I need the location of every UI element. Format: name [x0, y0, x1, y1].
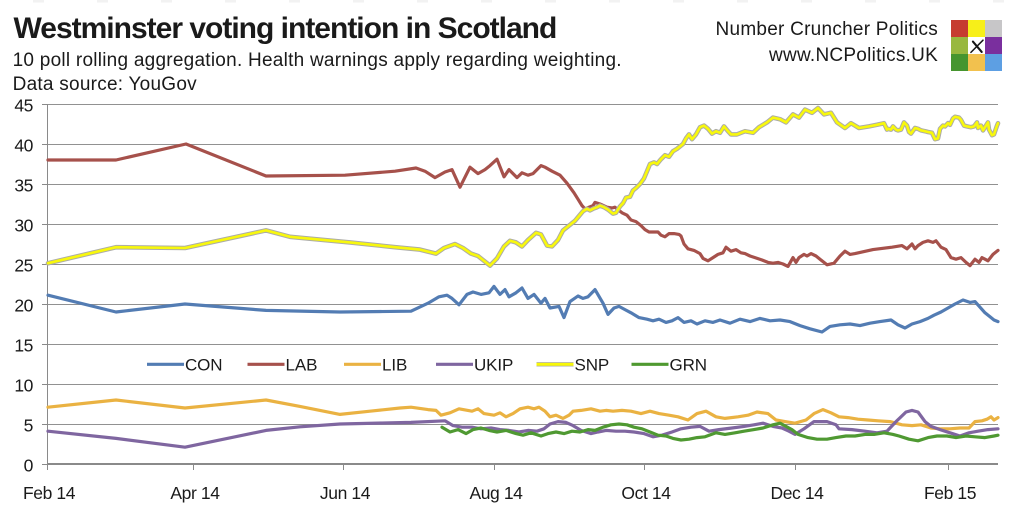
- svg-text:5: 5: [24, 416, 33, 436]
- svg-text:CON: CON: [185, 355, 222, 374]
- svg-text:40: 40: [14, 136, 33, 156]
- svg-text:Jun 14: Jun 14: [320, 483, 371, 503]
- svg-text:0: 0: [24, 456, 34, 476]
- svg-text:Oct 14: Oct 14: [621, 483, 671, 503]
- svg-text:Feb 14: Feb 14: [23, 483, 76, 503]
- svg-text:SNP: SNP: [575, 355, 610, 374]
- svg-text:GRN: GRN: [670, 355, 707, 374]
- svg-text:Dec 14: Dec 14: [770, 483, 824, 503]
- svg-text:Aug 14: Aug 14: [469, 483, 523, 503]
- svg-text:30: 30: [14, 216, 33, 236]
- svg-text:Apr 14: Apr 14: [170, 483, 220, 503]
- svg-text:Feb 15: Feb 15: [924, 483, 976, 503]
- svg-text:35: 35: [14, 176, 33, 196]
- svg-text:15: 15: [14, 336, 33, 356]
- svg-text:10: 10: [14, 376, 33, 396]
- svg-text:20: 20: [14, 296, 33, 316]
- svg-text:LIB: LIB: [382, 355, 407, 374]
- svg-text:45: 45: [14, 96, 33, 116]
- svg-text:UKIP: UKIP: [474, 355, 513, 374]
- svg-text:25: 25: [14, 256, 33, 276]
- svg-text:LAB: LAB: [286, 355, 318, 374]
